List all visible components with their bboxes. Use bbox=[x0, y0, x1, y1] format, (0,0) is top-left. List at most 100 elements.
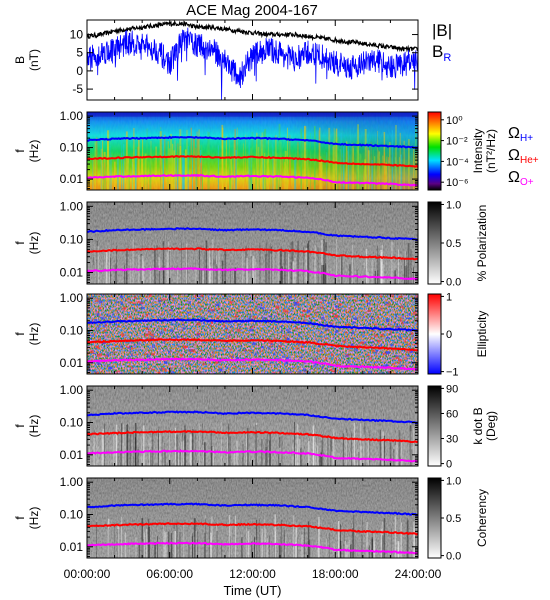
colorbar-title-coherency: Coherency bbox=[475, 489, 489, 547]
x-tick-label: 18:00:00 bbox=[312, 567, 359, 581]
legend-omega-O-plus: ΩO+ bbox=[508, 169, 534, 188]
x-axis-label: Time (UT) bbox=[223, 583, 281, 598]
colorbar-title-line1: Ellipticity bbox=[475, 311, 489, 358]
x-tick-label: 06:00:00 bbox=[146, 567, 193, 581]
ylabel-line2: (Hz) bbox=[27, 415, 41, 438]
x-tick-label: 24:00:00 bbox=[395, 567, 442, 581]
ylabel-line2: (Hz) bbox=[27, 507, 41, 530]
colorbar-tick-label: −1 bbox=[446, 367, 459, 379]
y-tick-label: 5 bbox=[76, 46, 83, 60]
legend-omega-He-plus: ΩHe+ bbox=[508, 147, 539, 166]
ylabel-line1: f bbox=[13, 149, 27, 153]
colorbar-title-polarization: % Polarization bbox=[475, 205, 489, 282]
colorbar-title-line1: Coherency bbox=[475, 489, 489, 547]
ylabel-k-dot-b: f (Hz) bbox=[13, 415, 41, 438]
colorbar-tick-label: 10⁻² bbox=[446, 136, 468, 148]
gyrofrequency-line-O-plus bbox=[87, 173, 418, 187]
colorbar-tick-label: 0.5 bbox=[446, 238, 461, 250]
ylabel-polarization: f (Hz) bbox=[13, 232, 41, 255]
colorbar-tick-label: 1.0 bbox=[446, 475, 461, 487]
ylabel-line1: f bbox=[13, 424, 27, 428]
colorbar-tick-label: 30 bbox=[446, 434, 458, 446]
colorbar-tick-label: 10⁻⁶ bbox=[446, 177, 469, 189]
colorbar-tick-label: 10⁰ bbox=[446, 115, 463, 127]
y-tick-label: 0.10 bbox=[60, 324, 84, 338]
y-tick-label: 1.00 bbox=[60, 199, 84, 213]
colorbar-tick-label: 0 bbox=[446, 329, 452, 341]
colorbar-tick-label: 0.5 bbox=[446, 513, 461, 525]
colorbar-tick-label: 10⁻⁴ bbox=[446, 156, 469, 168]
gyrofrequency-line-He-plus bbox=[87, 154, 418, 168]
y-tick-label: 1.00 bbox=[60, 291, 84, 305]
ylabel-line1: f bbox=[13, 241, 27, 245]
colorbar-title-line1: % Polarization bbox=[475, 205, 489, 282]
gyrofrequency-line-He-plus bbox=[87, 430, 418, 444]
legend-B-magnitude: |B| bbox=[432, 21, 452, 40]
gyrofrequency-line-H-plus bbox=[87, 502, 418, 516]
y-tick-label: 0.01 bbox=[60, 356, 84, 370]
gyrofrequency-line-H-plus bbox=[87, 227, 418, 241]
y-tick-label: 0.10 bbox=[60, 416, 84, 430]
colorbar-tick-label: 0.0 bbox=[446, 277, 461, 289]
colorbar-tick-label: 1 bbox=[446, 291, 452, 303]
colorbar-tick-label: 0 bbox=[446, 459, 452, 471]
spectrogram-polarization bbox=[87, 202, 418, 284]
legend-omega-H-plus: ΩH+ bbox=[508, 125, 533, 144]
y-tick-label: 0.01 bbox=[60, 172, 84, 186]
colorbar-tick-label: 60 bbox=[446, 408, 458, 420]
ylabel-line2: (Hz) bbox=[27, 140, 41, 163]
colorbar-intensity bbox=[427, 111, 442, 191]
colorbar-ellipticity bbox=[427, 293, 442, 375]
y-tick-label: 0.01 bbox=[60, 266, 84, 280]
colorbar-title-line1: Intensity bbox=[471, 129, 485, 174]
y-tick-label: 1.00 bbox=[60, 109, 84, 123]
ylabel-line1: B bbox=[13, 56, 27, 64]
gyrofrequency-line-He-plus bbox=[87, 338, 418, 352]
y-tick-label: 0.10 bbox=[60, 232, 84, 246]
y-tick-label: -5 bbox=[72, 82, 83, 96]
spectrogram-coherency bbox=[87, 478, 418, 558]
gyrofrequency-line-He-plus bbox=[87, 247, 418, 261]
colorbar-tick-label: 1.0 bbox=[446, 199, 461, 211]
gyrofrequency-line-H-plus bbox=[87, 410, 418, 424]
spectrogram-k-dot-b bbox=[87, 386, 418, 466]
colorbar-title-intensity: Intensity (nT²/Hz) bbox=[471, 129, 498, 174]
y-tick-label: 0.10 bbox=[60, 508, 84, 522]
gyrofrequency-line-H-plus bbox=[87, 135, 418, 150]
gyrofrequency-line-O-plus bbox=[87, 267, 418, 281]
colorbar-polarization bbox=[427, 201, 442, 285]
ylabel-line2: (Hz) bbox=[27, 232, 41, 255]
ylabel-line2: (Hz) bbox=[27, 323, 41, 346]
gyrofrequency-line-O-plus bbox=[87, 357, 418, 371]
y-tick-label: 0.01 bbox=[60, 448, 84, 462]
ylabel-intensity: f (Hz) bbox=[13, 140, 41, 163]
y-tick-label: 0 bbox=[76, 64, 83, 78]
series-line-B-radial bbox=[87, 27, 418, 100]
colorbar-title-line2: (nT²/Hz) bbox=[484, 129, 498, 173]
y-tick-label: 0.10 bbox=[60, 141, 84, 155]
colorbar-title-line2: (Deg) bbox=[484, 411, 498, 441]
spectrogram-intensity bbox=[87, 112, 418, 190]
y-tick-label: 10 bbox=[70, 28, 84, 42]
colorbar-title-k-dot-b: k dot B (Deg) bbox=[471, 407, 498, 444]
colorbar-coherency bbox=[427, 477, 442, 559]
series-line-B-magnitude bbox=[87, 20, 418, 53]
spectrogram-ellipticity bbox=[87, 294, 418, 374]
colorbar-title-ellipticity: Ellipticity bbox=[475, 311, 489, 358]
y-tick-label: 1.00 bbox=[60, 383, 84, 397]
ylabel-line1: f bbox=[13, 332, 27, 336]
legend-B-radial: BR bbox=[432, 42, 451, 64]
ylabel-line2: (nT) bbox=[27, 49, 41, 71]
x-tick-label: 00:00:00 bbox=[64, 567, 111, 581]
colorbar-tick-label: 0.0 bbox=[446, 551, 461, 563]
y-tick-label: 1.00 bbox=[60, 475, 84, 489]
mag-series bbox=[87, 20, 418, 100]
chart-title: ACE Mag 2004-167 bbox=[186, 2, 318, 19]
ylabel-coherency: f (Hz) bbox=[13, 507, 41, 530]
ylabel-magnetic-field: B (nT) bbox=[13, 49, 41, 71]
y-tick-label: 0.01 bbox=[60, 540, 84, 554]
gyrofrequency-line-O-plus bbox=[87, 541, 418, 555]
gyrofrequency-line-O-plus bbox=[87, 449, 418, 463]
colorbar-title-line1: k dot B bbox=[471, 407, 485, 444]
